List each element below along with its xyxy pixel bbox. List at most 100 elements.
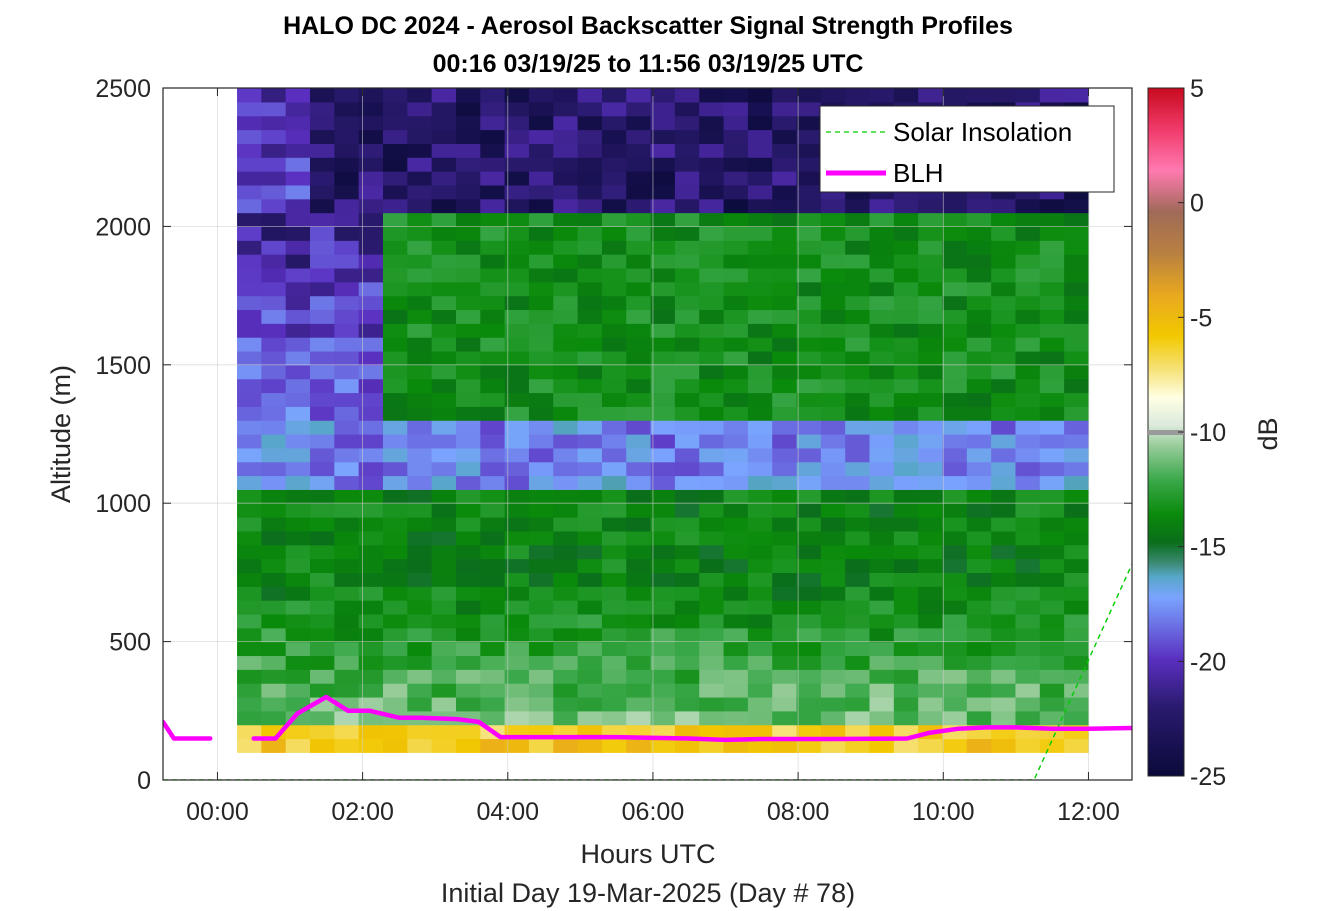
- heatmap-cell: [747, 157, 773, 172]
- heatmap-cell: [796, 171, 822, 186]
- heatmap-cell: [918, 586, 944, 601]
- heatmap-cell: [334, 530, 360, 546]
- heatmap-cell: [699, 669, 725, 684]
- heatmap-cell: [431, 143, 457, 158]
- heatmap-cell: [261, 489, 287, 504]
- heatmap-cell: [1015, 475, 1041, 490]
- heatmap-cell: [334, 489, 360, 504]
- heatmap-cell: [845, 655, 871, 670]
- heatmap-cell: [699, 212, 725, 227]
- heatmap-cell: [747, 696, 773, 712]
- heatmap-cell: [431, 503, 457, 518]
- heatmap-cell: [699, 378, 725, 394]
- heatmap-cell: [893, 683, 919, 698]
- heatmap-cell: [723, 696, 749, 712]
- heatmap-cell: [237, 337, 262, 352]
- heatmap-cell: [699, 738, 725, 753]
- heatmap-cell: [407, 226, 433, 241]
- heatmap-cell: [626, 544, 652, 560]
- heatmap-cell: [1064, 600, 1090, 615]
- heatmap-cell: [674, 461, 700, 477]
- heatmap-cell: [650, 88, 676, 103]
- heatmap-cell: [431, 378, 457, 394]
- heatmap-cell: [261, 530, 287, 546]
- legend-solar-label: Solar Insolation: [893, 117, 1072, 147]
- heatmap-cell: [382, 226, 408, 241]
- heatmap-cell: [966, 544, 992, 560]
- heatmap-cell: [237, 198, 262, 214]
- heatmap-cell: [772, 337, 798, 352]
- heatmap-cell: [285, 364, 311, 380]
- heatmap-cell: [261, 254, 287, 269]
- heatmap-cell: [261, 309, 287, 324]
- heatmap-cell: [382, 184, 408, 200]
- heatmap-cell: [237, 212, 262, 227]
- heatmap-cell: [674, 267, 700, 283]
- heatmap-cell: [699, 530, 725, 546]
- heatmap-cell: [869, 558, 895, 573]
- heatmap-cell: [699, 503, 725, 518]
- heatmap-cell: [1039, 254, 1065, 269]
- heatmap-cell: [553, 309, 579, 324]
- heatmap-cell: [382, 434, 408, 449]
- heatmap-cell: [747, 517, 773, 532]
- heatmap-cell: [1015, 267, 1041, 283]
- heatmap-cell: [577, 683, 603, 698]
- heatmap-cell: [966, 309, 992, 324]
- heatmap-cell: [285, 461, 311, 477]
- heatmap-cell: [553, 517, 579, 532]
- heatmap-cell: [796, 641, 822, 657]
- heatmap-cell: [407, 517, 433, 532]
- heatmap-cell: [772, 586, 798, 601]
- heatmap-cell: [650, 530, 676, 546]
- heatmap-cell: [431, 683, 457, 698]
- heatmap-cell: [699, 226, 725, 241]
- heatmap-cell: [845, 517, 871, 532]
- heatmap-cell: [407, 489, 433, 504]
- heatmap-cell: [796, 544, 822, 560]
- heatmap-cell: [966, 420, 992, 435]
- heatmap-cell: [553, 281, 579, 297]
- heatmap-cell: [358, 420, 384, 435]
- heatmap-cell: [455, 171, 481, 186]
- heatmap-cell: [674, 212, 700, 227]
- heatmap-cell: [601, 88, 627, 103]
- heatmap-cell: [966, 696, 992, 712]
- heatmap-cell: [334, 226, 360, 241]
- heatmap-cell: [310, 489, 335, 504]
- heatmap-cell: [528, 669, 554, 684]
- heatmap-cell: [942, 240, 968, 255]
- heatmap-cell: [504, 600, 530, 615]
- heatmap-cell: [504, 309, 530, 324]
- heatmap-cell: [796, 669, 822, 684]
- heatmap-cell: [699, 406, 725, 421]
- heatmap-cell: [407, 613, 433, 629]
- heatmap-cell: [820, 378, 846, 394]
- heatmap-cell: [334, 641, 360, 657]
- heatmap-cell: [747, 267, 773, 283]
- heatmap-cell: [918, 337, 944, 352]
- heatmap-cell: [310, 281, 335, 297]
- heatmap-cell: [772, 641, 798, 657]
- heatmap-cell: [747, 254, 773, 269]
- heatmap-cell: [626, 461, 652, 477]
- heatmap-cell: [1015, 738, 1041, 753]
- heatmap-cell: [650, 129, 676, 144]
- heatmap-cell: [869, 613, 895, 629]
- heatmap-cell: [310, 517, 335, 532]
- heatmap-cell: [918, 503, 944, 518]
- heatmap-cell: [261, 198, 287, 214]
- heatmap-cell: [577, 517, 603, 532]
- heatmap-cell: [918, 627, 944, 643]
- heatmap-cell: [310, 309, 335, 324]
- heatmap-cell: [699, 434, 725, 449]
- heatmap-cell: [626, 226, 652, 241]
- heatmap-cell: [528, 184, 554, 200]
- heatmap-cell: [261, 434, 287, 449]
- heatmap-cell: [431, 364, 457, 380]
- heatmap-cell: [772, 447, 798, 463]
- heatmap-cell: [334, 350, 360, 366]
- heatmap-cell: [699, 198, 725, 214]
- heatmap-cell: [626, 212, 652, 227]
- heatmap-cell: [942, 447, 968, 463]
